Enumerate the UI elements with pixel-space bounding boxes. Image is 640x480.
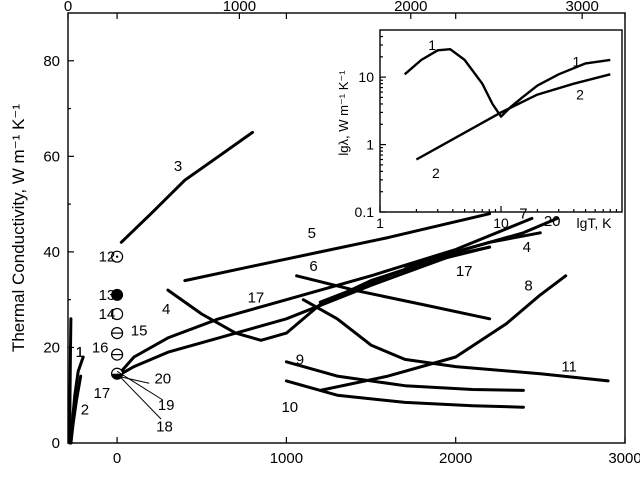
leader-line bbox=[116, 375, 150, 384]
inset-series-label-2: 2 bbox=[432, 165, 440, 181]
main-chart: 0 1000 2000 3000 0 1000 2000 3000 0 20 40 60 80 Therm… bbox=[9, 0, 640, 467]
marker-label-16: 16 bbox=[92, 339, 109, 356]
marker-label-12: 12 bbox=[99, 249, 116, 266]
x-tick-label: 1000 bbox=[270, 450, 303, 467]
leader-line bbox=[116, 370, 164, 401]
x-tick-label: 0 bbox=[113, 450, 121, 467]
marker-label-17: 17 bbox=[94, 385, 111, 402]
x-tick-label: 2000 bbox=[439, 450, 472, 467]
inset-series-2-line bbox=[415, 73, 611, 161]
series-17-line bbox=[115, 245, 492, 378]
top-axis-tick-label: 0 bbox=[64, 0, 72, 15]
series-label-7: 7 bbox=[519, 206, 527, 223]
x-tick-label: 3000 bbox=[608, 450, 640, 467]
inset-series-1-line bbox=[403, 48, 611, 118]
marker-12-dot bbox=[115, 255, 119, 258]
inset-y-tick-label: 0.1 bbox=[355, 204, 375, 220]
inset-x-tick-label: 10 bbox=[493, 215, 509, 231]
series-label-8: 8 bbox=[524, 277, 532, 294]
inset-series-label-2: 2 bbox=[576, 87, 584, 103]
y-tick-label: 0 bbox=[52, 435, 60, 452]
series-20-line bbox=[318, 216, 559, 304]
inset-series-label-1: 1 bbox=[428, 37, 436, 53]
y-axis-label: Thermal Conductivity, W m⁻¹ K⁻¹ bbox=[9, 104, 28, 352]
series-label-11: 11 bbox=[561, 359, 577, 376]
series-label-17: 17 bbox=[248, 289, 265, 306]
marker-label-19: 19 bbox=[158, 397, 175, 414]
series-label-9: 9 bbox=[296, 351, 304, 368]
series-11-line bbox=[301, 298, 610, 383]
y-tick-label: 80 bbox=[43, 53, 60, 70]
series-label-5: 5 bbox=[308, 225, 316, 242]
series-10-line bbox=[284, 379, 525, 409]
inset-frame bbox=[379, 29, 623, 213]
top-axis-tick-label: 2000 bbox=[394, 0, 427, 15]
series-9-line bbox=[284, 360, 525, 392]
y-tick-label: 40 bbox=[43, 244, 60, 261]
series-label-6: 6 bbox=[309, 258, 317, 275]
series-2-line bbox=[69, 374, 83, 445]
marker-13 bbox=[111, 288, 124, 301]
marker-14 bbox=[110, 307, 124, 321]
inset-x-tick-label: 1 bbox=[376, 215, 384, 231]
inset-y-tick-label: 1 bbox=[366, 137, 374, 153]
series-label-17: 17 bbox=[456, 263, 473, 280]
series-label-4: 4 bbox=[162, 301, 170, 318]
series-label-20: 20 bbox=[544, 213, 561, 230]
y-tick-label: 60 bbox=[43, 148, 60, 165]
inset-y-tick-label: 10 bbox=[358, 69, 374, 85]
series-label-4: 4 bbox=[523, 239, 531, 256]
marker-label-18: 18 bbox=[156, 418, 173, 435]
series-3-line bbox=[119, 130, 254, 244]
series-7-line bbox=[115, 216, 534, 378]
inset-y-axis-label: lgλ, W m⁻¹ K⁻¹ bbox=[336, 70, 351, 156]
series-label-1: 1 bbox=[76, 344, 84, 361]
series-8-line bbox=[318, 274, 568, 392]
marker-label-15: 15 bbox=[131, 323, 148, 340]
marker-label-13: 13 bbox=[99, 287, 116, 304]
series-label-10: 10 bbox=[281, 399, 298, 416]
inset-x-axis-label: lgT, K bbox=[576, 215, 612, 231]
y-tick-label: 20 bbox=[43, 339, 60, 356]
top-axis-tick-label: 1000 bbox=[223, 0, 256, 15]
series-label-1: 1 bbox=[76, 344, 84, 361]
marker-label-20: 20 bbox=[154, 371, 171, 388]
series-5-line bbox=[183, 212, 492, 283]
plot-frame bbox=[67, 12, 626, 444]
inset-series-label-1: 1 bbox=[573, 54, 581, 70]
leader-line bbox=[116, 373, 162, 420]
top-axis-tick-label: 3000 bbox=[565, 0, 598, 15]
series-label-2: 2 bbox=[81, 402, 89, 419]
series-6-line bbox=[295, 274, 492, 321]
series-1-line bbox=[68, 317, 73, 445]
marker-label-14: 14 bbox=[99, 306, 116, 323]
series-label-3: 3 bbox=[174, 158, 182, 175]
